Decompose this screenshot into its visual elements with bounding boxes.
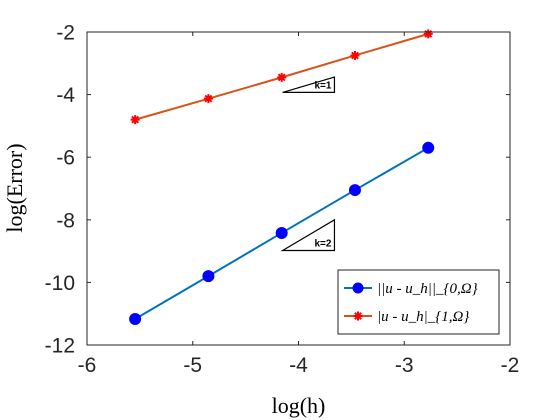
slope-triangle-label: k=2 (314, 238, 331, 249)
slope-triangle (280, 218, 336, 252)
data-point (129, 313, 142, 326)
y-axis-label: log(Error) (2, 143, 27, 232)
x-tick-label: -3 (395, 354, 414, 377)
data-point (203, 94, 213, 104)
tick-labels: -6 -5 -4 -3 -2 -12 -10 -8 -6 -4 -2 (45, 22, 520, 378)
series-2 (130, 29, 433, 125)
legend-label: |u - u_h|_{1,Ω} (377, 309, 469, 325)
legend-box (337, 269, 500, 335)
x-tick-label: -2 (501, 354, 520, 377)
series-group (129, 29, 435, 326)
data-point (423, 29, 433, 39)
data-point (348, 184, 361, 197)
y-tick-label: -2 (56, 22, 75, 45)
legend-marker (352, 282, 364, 294)
x-axis-label: log(h) (272, 393, 326, 418)
data-point (275, 226, 288, 239)
legend-entry-1: ||u - u_h||_{0,Ω} (344, 281, 478, 297)
slope-triangle-label: k=1 (314, 80, 331, 91)
y-tick-label: -12 (45, 335, 75, 358)
x-tick-label: -4 (289, 354, 308, 377)
slope-triangle (282, 76, 336, 94)
y-tick-label: -4 (56, 84, 75, 107)
y-tick-label: -10 (45, 272, 75, 295)
data-point (422, 141, 435, 154)
legend-entry-2: |u - u_h|_{1,Ω} (344, 309, 469, 325)
legend-marker (353, 311, 363, 321)
y-tick-label: -6 (56, 147, 75, 170)
data-point (277, 72, 287, 82)
y-tick-label: -8 (56, 209, 75, 232)
data-point (130, 115, 140, 125)
data-point (202, 270, 215, 283)
legend: ||u - u_h||_{0,Ω} |u - u_h|_{1,Ω} (337, 269, 500, 335)
x-tick-label: -5 (183, 354, 202, 377)
x-tick-label: -6 (78, 354, 97, 377)
data-point (350, 50, 360, 60)
legend-label: ||u - u_h||_{0,Ω} (377, 281, 478, 297)
series-1 (129, 141, 435, 326)
slope-triangles: k=1 k=2 (280, 76, 336, 252)
plot-area-frame (86, 31, 511, 346)
